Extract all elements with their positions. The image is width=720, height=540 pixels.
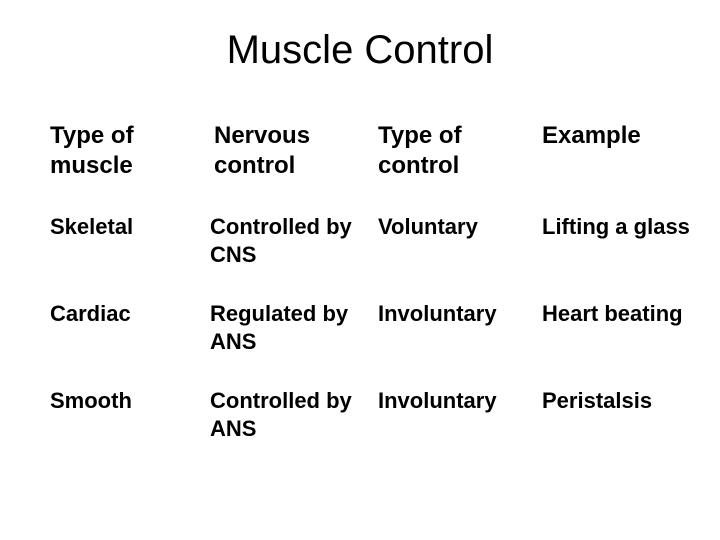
header-example: Example bbox=[542, 121, 692, 181]
cell-nervous: Controlled by CNS bbox=[204, 213, 374, 268]
muscle-table: Type of muscle Nervous control Type of c… bbox=[50, 121, 670, 442]
cell-example: Lifting a glass bbox=[542, 213, 692, 268]
cell-control: Involuntary bbox=[378, 300, 538, 355]
cell-control: Involuntary bbox=[378, 387, 538, 442]
cell-control: Voluntary bbox=[378, 213, 538, 268]
page-title: Muscle Control bbox=[50, 28, 670, 73]
cell-nervous: Controlled by ANS bbox=[204, 387, 374, 442]
cell-nervous: Regulated by ANS bbox=[204, 300, 374, 355]
cell-example: Peristalsis bbox=[542, 387, 692, 442]
header-control: Type of control bbox=[378, 121, 538, 181]
cell-example: Heart beating bbox=[542, 300, 692, 355]
cell-type: Cardiac bbox=[50, 300, 200, 355]
header-nervous: Nervous control bbox=[204, 121, 374, 181]
cell-type: Smooth bbox=[50, 387, 200, 442]
cell-type: Skeletal bbox=[50, 213, 200, 268]
header-type: Type of muscle bbox=[50, 121, 200, 181]
